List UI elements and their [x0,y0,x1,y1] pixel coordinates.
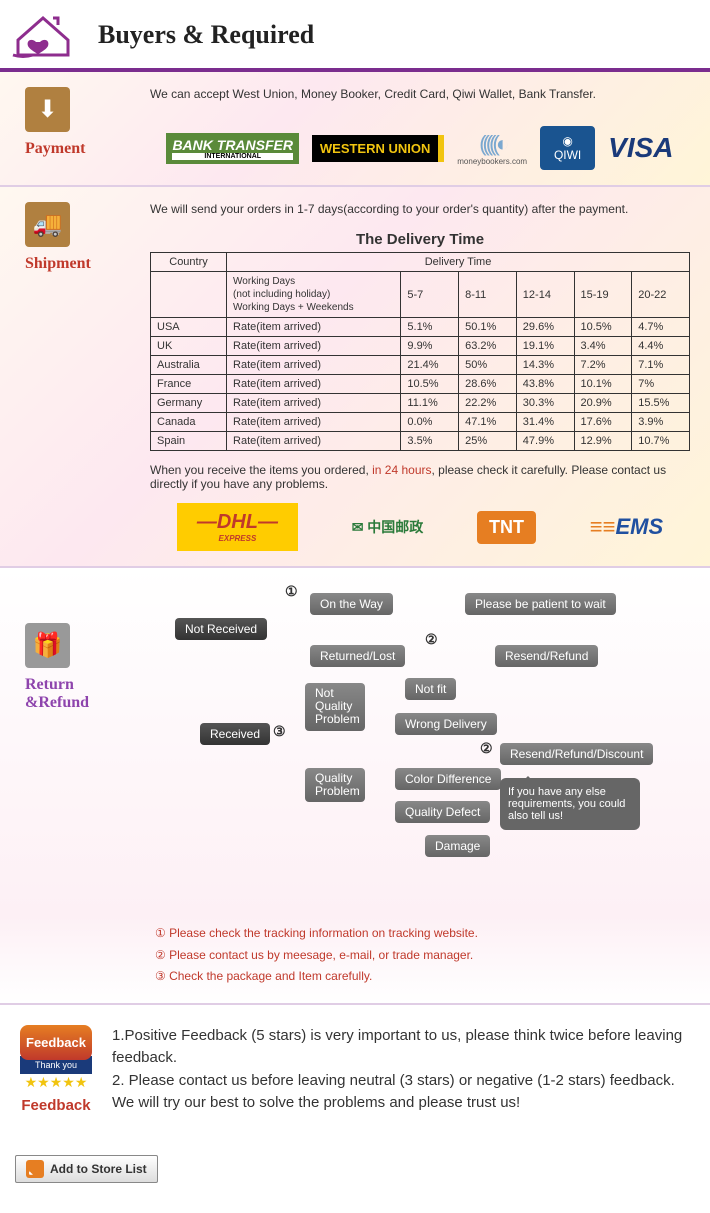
stars-icon: ★★★★★ [20,1074,92,1091]
box-quality: Quality Problem [305,768,365,802]
shipment-text: We will send your orders in 1-7 days(acc… [150,202,690,216]
payment-label: Payment [25,140,135,158]
truck-icon: 🚚 [25,202,70,247]
th-country: Country [151,253,227,272]
moneybookers-logo: (((((◐ moneybookers.com [457,131,527,166]
box-on-way: On the Way [310,593,393,615]
payment-icon-col: ⬇ Payment [25,87,135,158]
house-heart-icon [8,10,78,60]
box-not-received: Not Received [175,618,267,640]
receive-text: When you receive the items you ordered, … [150,463,690,491]
visa-logo: VISA [608,132,673,164]
num-2b: ② [480,740,493,757]
num-1: ① [285,583,298,600]
feedback-label: Feedback [20,1097,92,1114]
num-3: ③ [273,723,286,740]
num-2: ② [425,631,438,648]
range-2: 12-14 [516,272,574,318]
table-row: FranceRate(item arrived)10.5%28.6%43.8%1… [151,375,690,394]
bank-transfer-logo: BANK TRANSFER INTERNATIONAL [166,133,299,164]
note-3: ③ Check the package and Item carefully. [155,966,690,988]
workdays-cell: Working Days (not including holiday) Wor… [227,272,401,318]
box-damage: Damage [425,835,490,857]
western-union-logo: WESTERN UNION [312,135,445,162]
refund-flowchart: Not Received Received ① On the Way Retur… [25,583,690,913]
add-to-store-button[interactable]: Add to Store List [15,1155,158,1183]
tnt-logo: TNT [477,511,536,544]
box-wrong: Wrong Delivery [395,713,497,735]
feedback-section: Feedback Thank you ★★★★★ Feedback 1.Posi… [0,1005,710,1135]
payment-logos: BANK TRANSFER INTERNATIONAL WESTERN UNIO… [150,126,690,170]
payment-section: ⬇ Payment We can accept West Union, Mone… [0,72,710,187]
box-defect: Quality Defect [395,801,490,823]
range-4: 20-22 [632,272,690,318]
page-title: Buyers & Required [98,20,314,50]
payment-text: We can accept West Union, Money Booker, … [150,87,690,101]
qiwi-logo: ◉QIWI [540,126,595,170]
store-button-label: Add to Store List [50,1162,147,1176]
carrier-logos: —DHL—EXPRESS ✉ 中国邮政 TNT ≡≡EMS [150,503,690,551]
ems-logo: ≡≡EMS [590,514,663,540]
download-icon: ⬇ [25,87,70,132]
table-row: USARate(item arrived)5.1%50.1%29.6%10.5%… [151,318,690,337]
page-header: Buyers & Required [0,0,710,72]
note-2: ② Please contact us by meesage, e-mail, … [155,945,690,967]
note-1: ① Please check the tracking information … [155,923,690,945]
speech-bubble: If you have any else requirements, you c… [500,778,640,830]
refund-notes: ① Please check the tracking information … [155,923,690,988]
box-not-fit: Not fit [405,678,456,700]
dhl-logo: —DHL—EXPRESS [177,503,298,551]
refund-section: 🎁 Return &Refund Not Received Received ①… [0,568,710,1005]
shipment-label: Shipment [25,255,135,273]
delivery-table: Country Delivery Time Working Days (not … [150,252,690,451]
range-1: 8-11 [459,272,517,318]
table-row: CanadaRate(item arrived)0.0%47.1%31.4%17… [151,413,690,432]
table-row: UKRate(item arrived)9.9%63.2%19.1%3.4%4.… [151,337,690,356]
rss-icon [26,1160,44,1178]
box-resend: Resend/Refund [495,645,598,667]
box-color: Color Difference [395,768,501,790]
table-row: AustraliaRate(item arrived)21.4%50%14.3%… [151,356,690,375]
table-row: SpainRate(item arrived)3.5%25%47.9%12.9%… [151,432,690,451]
range-0: 5-7 [401,272,459,318]
th-delivery: Delivery Time [227,253,690,272]
feedback-badge: Feedback Thank you ★★★★★ Feedback [20,1025,92,1114]
box-returned: Returned/Lost [310,645,405,667]
shipment-icon-col: 🚚 Shipment [25,202,135,273]
china-post-logo: ✉ 中国邮政 [352,517,424,537]
box-received: Received [200,723,270,745]
box-patient: Please be patient to wait [465,593,616,615]
shipment-section: 🚚 Shipment We will send your orders in 1… [0,187,710,568]
delivery-table-title: The Delivery Time [150,231,690,248]
box-not-quality: Not Quality Problem [305,683,365,731]
range-3: 15-19 [574,272,632,318]
box-discount: Resend/Refund/Discount [500,743,653,765]
table-row: GermanyRate(item arrived)11.1%22.2%30.3%… [151,394,690,413]
feedback-text: 1.Positive Feedback (5 stars) is very im… [112,1025,690,1115]
